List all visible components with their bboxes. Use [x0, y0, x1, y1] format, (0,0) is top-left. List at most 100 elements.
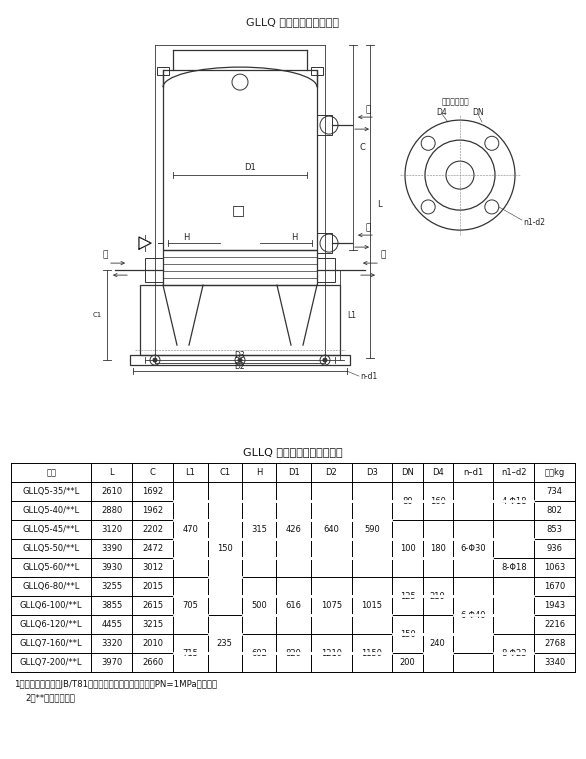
Text: GLLQ5-60/**L: GLLQ5-60/**L	[22, 563, 80, 572]
Text: 235: 235	[217, 639, 233, 648]
Text: 1、法兰连接尺寸按JB/T81《凸面板式平焊锤制管法兰》PN=1MPa的规定。: 1、法兰连接尺寸按JB/T81《凸面板式平焊锤制管法兰》PN=1MPa的规定。	[14, 680, 217, 688]
Text: L1: L1	[347, 310, 356, 320]
Text: 160: 160	[430, 496, 445, 505]
Text: 200: 200	[400, 658, 415, 667]
Text: 590: 590	[364, 525, 380, 534]
Text: GLLQ5-40/**L: GLLQ5-40/**L	[22, 506, 80, 515]
Text: C: C	[360, 143, 366, 152]
Text: 3215: 3215	[142, 620, 163, 629]
Text: 2015: 2015	[142, 582, 163, 591]
Text: 426: 426	[285, 525, 301, 534]
Bar	[163, 250, 317, 285]
Text: GLLQ5-35/**L: GLLQ5-35/**L	[22, 487, 80, 496]
Text: 1063: 1063	[544, 563, 565, 572]
Text: 1015: 1015	[362, 601, 383, 610]
Text: GLLQ 型立式冷却器外形图: GLLQ 型立式冷却器外形图	[247, 17, 339, 27]
Text: 616: 616	[285, 601, 302, 610]
Bar	[140, 285, 340, 355]
Bar	[317, 258, 335, 282]
Text: 型号: 型号	[46, 468, 56, 477]
Text: D2: D2	[234, 361, 246, 370]
Text: 2472: 2472	[142, 544, 163, 553]
Text: 1943: 1943	[544, 601, 565, 610]
Bar	[317, 233, 332, 253]
Bar	[145, 258, 163, 282]
Text: 705: 705	[182, 601, 198, 610]
Text: 2216: 2216	[544, 620, 565, 629]
Text: H: H	[291, 232, 297, 241]
Text: □: □	[231, 203, 244, 217]
Text: 150: 150	[217, 544, 233, 553]
Text: D1: D1	[288, 468, 299, 477]
Text: 180: 180	[430, 544, 445, 553]
Text: 3930: 3930	[101, 563, 122, 572]
Text: 3340: 3340	[544, 658, 565, 667]
Text: C1: C1	[219, 468, 230, 477]
Text: 油: 油	[365, 224, 371, 232]
Text: 8-Φ23: 8-Φ23	[501, 649, 527, 658]
Bar	[163, 70, 317, 250]
Text: D4: D4	[437, 108, 447, 117]
Text: 2010: 2010	[142, 639, 163, 648]
Text: 2610: 2610	[101, 487, 122, 496]
Text: 802: 802	[547, 506, 563, 515]
Text: 水: 水	[380, 250, 386, 260]
Text: 8-Φ18: 8-Φ18	[501, 563, 527, 572]
Text: 820: 820	[285, 649, 301, 658]
Text: 2768: 2768	[544, 639, 565, 648]
Text: 100: 100	[400, 544, 415, 553]
Text: 3255: 3255	[101, 582, 122, 591]
Text: 1210: 1210	[321, 649, 342, 658]
Text: 4-Φ18: 4-Φ18	[501, 496, 527, 505]
Text: 2880: 2880	[101, 506, 122, 515]
Text: C1: C1	[93, 312, 102, 318]
Polygon shape	[277, 285, 317, 345]
Text: 125: 125	[400, 592, 415, 600]
Text: n1–d2: n1–d2	[501, 468, 527, 477]
Text: 210: 210	[430, 592, 445, 600]
Text: GLLQ6-120/**L: GLLQ6-120/**L	[20, 620, 83, 629]
Text: 150: 150	[400, 630, 415, 639]
Text: D4: D4	[432, 468, 444, 477]
Text: 240: 240	[430, 639, 445, 648]
Text: n-d1: n-d1	[360, 372, 377, 380]
Text: 500: 500	[251, 601, 267, 610]
Text: n–d1: n–d1	[463, 468, 483, 477]
Text: 3390: 3390	[101, 544, 122, 553]
Text: 715: 715	[182, 649, 198, 658]
Text: 6-Φ40: 6-Φ40	[461, 611, 486, 619]
Text: D3: D3	[234, 351, 246, 360]
Polygon shape	[139, 237, 151, 249]
Text: GLLQ6-80/**L: GLLQ6-80/**L	[22, 582, 80, 591]
Text: 1962: 1962	[142, 506, 163, 515]
Bar	[130, 355, 350, 365]
Text: C: C	[150, 468, 156, 477]
Text: L: L	[377, 200, 381, 209]
Text: GLLQ5-45/**L: GLLQ5-45/**L	[22, 525, 80, 534]
Text: H: H	[256, 468, 263, 477]
Bar	[317, 115, 332, 135]
Polygon shape	[139, 237, 151, 249]
Text: 3012: 3012	[142, 563, 163, 572]
Text: 水: 水	[103, 250, 108, 260]
Text: 3320: 3320	[101, 639, 122, 648]
Text: 1692: 1692	[142, 487, 163, 496]
Text: n1-d2: n1-d2	[523, 218, 545, 227]
Polygon shape	[163, 285, 203, 345]
Text: 853: 853	[547, 525, 563, 534]
Text: 80: 80	[402, 496, 413, 505]
Text: 3970: 3970	[101, 658, 122, 667]
Text: 油: 油	[365, 106, 371, 115]
Text: 734: 734	[547, 487, 563, 496]
Text: 315: 315	[251, 525, 267, 534]
Circle shape	[323, 358, 327, 362]
Text: 936: 936	[547, 544, 563, 553]
Bar	[311, 67, 323, 75]
Text: 2615: 2615	[142, 601, 163, 610]
Text: 1075: 1075	[321, 601, 342, 610]
Text: 连接法兰尺寸: 连接法兰尺寸	[441, 98, 469, 106]
Text: 2660: 2660	[142, 658, 163, 667]
Text: D3: D3	[366, 468, 378, 477]
Text: L: L	[110, 468, 114, 477]
Text: 6-Φ30: 6-Φ30	[460, 544, 486, 553]
